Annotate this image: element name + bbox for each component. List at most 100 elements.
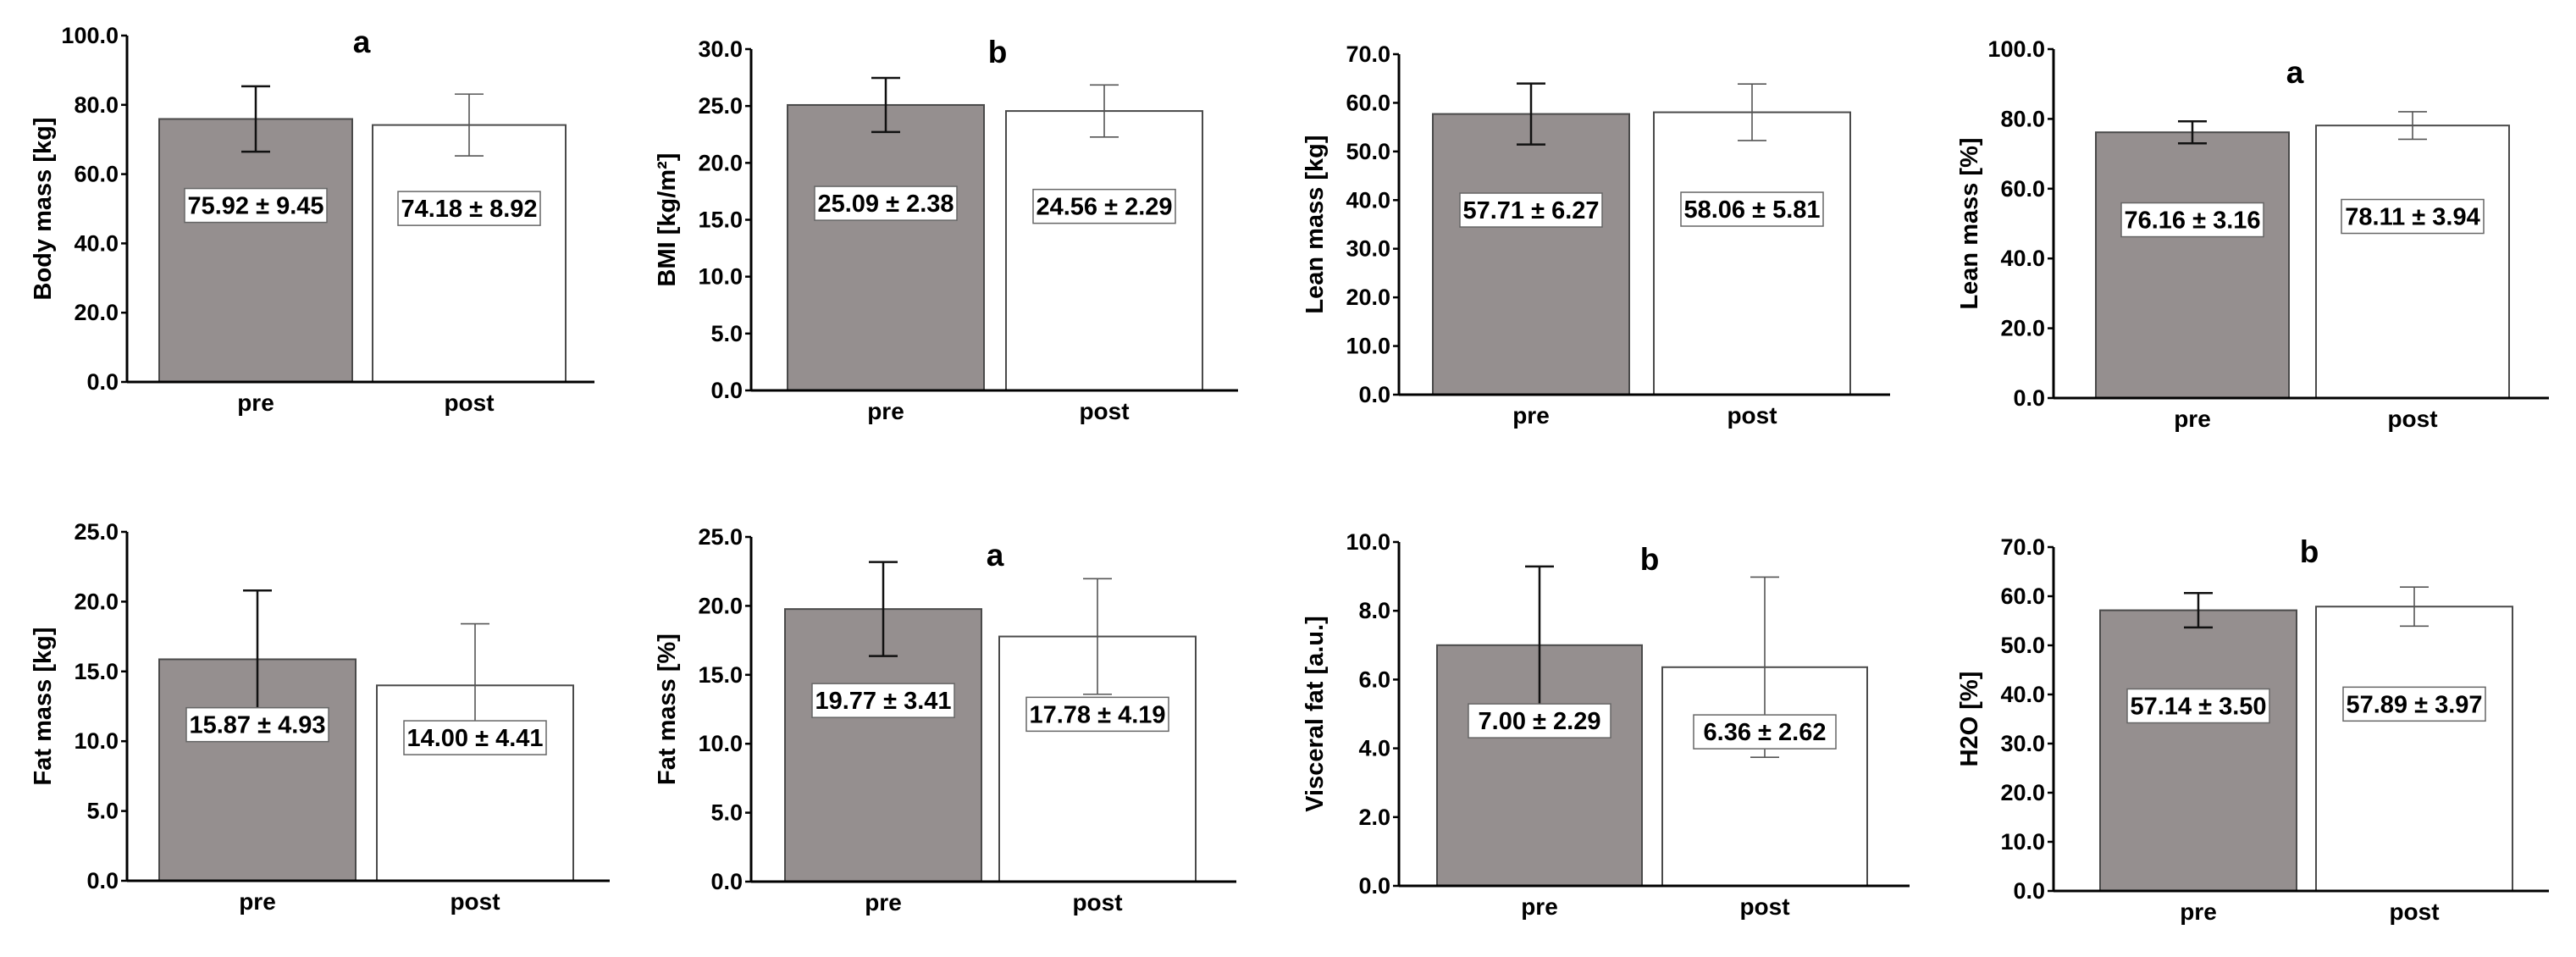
data-label-post: 74.18 ± 8.92 (397, 191, 541, 226)
data-label-pre: 19.77 ± 3.41 (811, 683, 955, 718)
y-tick-label: 5.0 (710, 321, 743, 346)
data-label-text: 75.92 ± 9.45 (187, 193, 323, 220)
data-label-box (1468, 703, 1611, 738)
data-label-box (2341, 198, 2485, 235)
error-bar-pre (871, 76, 900, 134)
chart-panel-lean-mass-pct: 0.0 20.0 40.0 60.0 80.0 100.0 Lean mass [%] pre… (1956, 36, 2549, 432)
significance-annotation: b (1640, 542, 1660, 577)
y-tick-label: 25.0 (698, 93, 743, 119)
data-label-text: 25.09 ± 2.38 (817, 191, 954, 218)
chart-panel-fat-mass-pct: 0.0 5.0 10.0 15.0 20.0 25.0 Fat mass [%] pre pos… (654, 524, 1236, 916)
y-tick-label: 100.0 (61, 23, 119, 48)
data-label-box (185, 706, 329, 743)
y-tick-label: 0.0 (710, 869, 743, 894)
x-category-label-post: post (1079, 398, 1129, 424)
chart-panel-h2o-pct: 0.0 10.0 20.0 30.0 40.0 50.0 60.0 70.0 H2O [%] pr… (1956, 534, 2549, 925)
y-tick-label: 0.0 (86, 868, 119, 893)
x-category-label-pre: pre (865, 889, 902, 916)
bar-pre (2099, 609, 2297, 892)
y-tick-label: 10.0 (698, 264, 743, 290)
y-tick-label: 50.0 (2000, 633, 2045, 658)
y-tick-label: 10.0 (698, 731, 743, 756)
data-label-box (1025, 696, 1169, 733)
y-tick-label: 25.0 (698, 524, 743, 550)
significance-annotation: b (2300, 534, 2319, 569)
y-tick-label: 40.0 (1346, 187, 1390, 213)
y-axis-label: Fat mass [kg] (30, 628, 57, 786)
y-tick-label: 15.0 (74, 659, 119, 684)
chart-panel-body-mass-kg: 0.0 20.0 40.0 60.0 80.0 100.0 Body mass [kg] pr… (30, 23, 594, 416)
data-label-pre: 7.00 ± 2.29 (1468, 703, 1611, 738)
data-label-box (2126, 688, 2270, 724)
chart-panel-visceral-fat: 0.0 2.0 4.0 6.0 8.0 10.0 Visceral fat [a.u.] pr… (1302, 529, 1910, 920)
y-axis-label: Fat mass [%] (654, 633, 681, 785)
data-label-text: 57.89 ± 3.97 (2346, 691, 2482, 718)
data-label-box (811, 683, 955, 718)
data-label-box (1459, 192, 1603, 228)
bar-pre (1432, 113, 1630, 396)
y-tick-label: 40.0 (74, 230, 119, 256)
y-tick-label: 20.0 (74, 300, 119, 325)
x-category-label-pre: pre (2174, 406, 2211, 432)
error-bar-post (2400, 586, 2429, 628)
x-category-label-pre: pre (237, 390, 274, 416)
y-tick-label: 40.0 (2000, 246, 2045, 271)
y-tick-label: 0.0 (2013, 385, 2045, 411)
data-label-box (397, 191, 541, 226)
y-tick-label: 60.0 (1346, 90, 1390, 115)
y-tick-label: 70.0 (1346, 41, 1390, 67)
error-bar-post (2398, 111, 2427, 141)
error-bar-pre (1517, 82, 1545, 146)
data-label-pre: 15.87 ± 4.93 (185, 706, 329, 743)
bar-pre (158, 118, 353, 383)
bar-post (2315, 124, 2510, 399)
significance-annotation: a (353, 25, 371, 59)
significance-annotation: b (988, 35, 1008, 69)
significance-annotation: a (2286, 55, 2304, 90)
y-tick-label: 25.0 (74, 519, 119, 545)
y-tick-label: 0.0 (1358, 382, 1390, 407)
bar-post (1653, 111, 1851, 396)
y-tick-label: 10.0 (74, 728, 119, 754)
y-tick-label: 30.0 (1346, 236, 1390, 262)
y-axis-label: Lean mass [%] (1956, 137, 1983, 309)
data-label-pre: 75.92 ± 9.45 (184, 187, 328, 224)
data-label-box (2342, 686, 2486, 722)
y-tick-label: 5.0 (86, 799, 119, 824)
data-label-post: 14.00 ± 4.41 (403, 720, 547, 755)
data-label-text: 24.56 ± 2.29 (1036, 194, 1172, 221)
y-tick-label: 80.0 (2000, 106, 2045, 131)
data-label-text: 57.14 ± 3.50 (2130, 694, 2266, 721)
x-category-label-post: post (1739, 893, 1789, 920)
data-label-text: 74.18 ± 8.92 (401, 196, 537, 223)
y-tick-label: 8.0 (1358, 598, 1390, 623)
y-axis-label: H2O [%] (1956, 672, 1983, 767)
y-tick-label: 5.0 (710, 800, 743, 826)
data-label-text: 78.11 ± 3.94 (2345, 204, 2479, 231)
data-label-box (184, 187, 328, 224)
data-label-text: 15.87 ± 4.93 (189, 712, 325, 739)
data-label-box (403, 720, 547, 755)
y-tick-label: 4.0 (1358, 736, 1390, 761)
x-category-label-post: post (444, 390, 494, 416)
data-label-pre: 57.14 ± 3.50 (2126, 688, 2270, 724)
y-tick-label: 60.0 (2000, 584, 2045, 609)
chart-panel-fat-mass-kg: 0.0 5.0 10.0 15.0 20.0 25.0 Fat mass [kg] pre po… (30, 519, 610, 915)
error-bar-pre (869, 561, 898, 657)
y-axis-label: Visceral fat [a.u.] (1302, 616, 1329, 812)
bar-pre (787, 103, 985, 391)
data-label-box (814, 185, 958, 221)
error-bar-post (1090, 84, 1119, 138)
data-label-box (1032, 188, 1176, 224)
chart-panel-lean-mass-kg: 0.0 10.0 20.0 30.0 40.0 50.0 60.0 70.0 Lean mass… (1302, 41, 1890, 429)
chart-panel-bmi: 0.0 5.0 10.0 15.0 20.0 25.0 30.0 BMI [kg/m²] pre… (654, 35, 1238, 424)
y-tick-label: 0.0 (86, 369, 119, 395)
data-label-pre: 25.09 ± 2.38 (814, 185, 958, 221)
y-tick-label: 6.0 (1358, 667, 1390, 692)
y-tick-label: 20.0 (2000, 780, 2045, 805)
x-category-label-post: post (2389, 899, 2439, 925)
y-tick-label: 10.0 (1346, 529, 1390, 555)
data-label-text: 19.77 ± 3.41 (815, 688, 951, 715)
y-tick-label: 0.0 (2013, 878, 2045, 904)
